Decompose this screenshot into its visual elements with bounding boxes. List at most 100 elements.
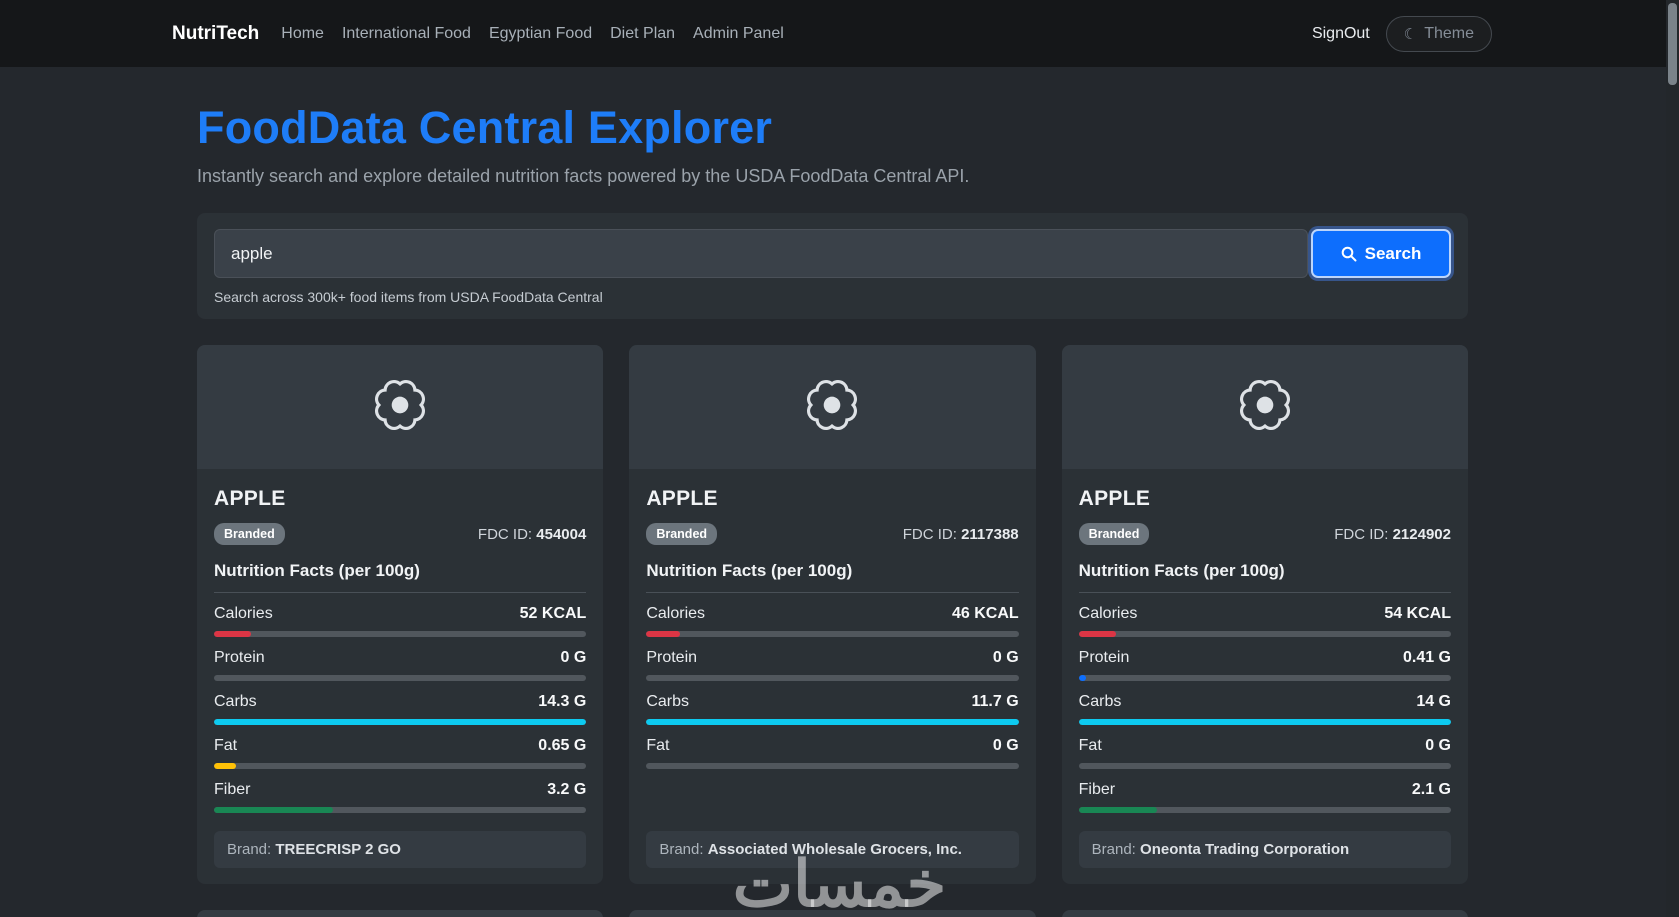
scrollbar-thumb[interactable]: [1668, 3, 1677, 85]
nav-link-admin-panel[interactable]: Admin Panel: [693, 24, 784, 42]
results-grid-row-2: [197, 910, 1468, 917]
progress-fill: [214, 631, 252, 637]
nutrient-row-carbs: Carbs 11.7 G: [646, 693, 1019, 725]
results-grid: APPLE Branded FDC ID: 454004 Nutrition F…: [197, 345, 1468, 884]
branded-badge: Branded: [1078, 523, 1150, 545]
theme-toggle-label: Theme: [1424, 24, 1474, 42]
progress-track: [1078, 675, 1451, 681]
brand-footer: Brand: TREECRISP 2 GO: [214, 831, 587, 868]
nutrition-facts-heading: Nutrition Facts (per 100g): [214, 561, 587, 593]
brand-footer: Brand: Oneonta Trading Corporation: [1078, 831, 1451, 868]
nutrient-label: Carbs: [646, 693, 690, 710]
branded-badge: Branded: [646, 523, 718, 545]
nutrient-label: Carbs: [214, 693, 257, 710]
nutrient-label: Carbs: [1078, 693, 1122, 710]
fdc-id: FDC ID: 2124902: [1334, 525, 1451, 543]
brand-label: Brand:: [659, 841, 704, 858]
navbar-left: NutriTech Home International Food Egypti…: [172, 23, 784, 45]
progress-fill: [1078, 807, 1157, 813]
nutrient-value: 54 KCAL: [1384, 605, 1451, 622]
food-image-placeholder: [197, 910, 604, 917]
nav-link-home[interactable]: Home: [281, 24, 324, 42]
food-image-placeholder: [629, 910, 1036, 917]
search-button-label: Search: [1364, 243, 1422, 263]
nutrient-value: 52 KCAL: [519, 605, 587, 622]
nutrient-row-fiber: Fiber 3.2 G: [214, 781, 587, 813]
progress-track: [1078, 719, 1451, 725]
branded-badge: Branded: [214, 523, 285, 545]
progress-fill: [646, 631, 680, 637]
progress-fill: [646, 719, 1019, 725]
food-card-body: APPLE Branded FDC ID: 2124902 Nutrition …: [1062, 469, 1468, 884]
nutrient-value: 0.65 G: [538, 737, 587, 754]
nutrient-label: Protein: [214, 649, 265, 666]
nutrient-row-protein: Protein 0 G: [646, 649, 1019, 681]
nutrient-value: 14.3 G: [538, 693, 587, 710]
fdc-id: FDC ID: 2117388: [902, 525, 1019, 543]
nutrient-value: 11.7 G: [971, 693, 1019, 710]
brand-name: Associated Wholesale Grocers, Inc.: [707, 841, 962, 858]
nutrient-label: Calories: [646, 605, 706, 622]
progress-track: [214, 631, 587, 637]
nutrient-row-carbs: Carbs 14 G: [1078, 693, 1451, 725]
food-meta-row: Branded FDC ID: 454004: [214, 523, 586, 545]
nutrition-facts-heading: Nutrition Facts (per 100g): [646, 561, 1019, 593]
food-card[interactable]: [629, 910, 1036, 917]
page-subtitle: Instantly search and explore detailed nu…: [197, 166, 970, 186]
nutrients-list: Calories 46 KCAL Protein 0 G Carbs 11.7 G: [646, 593, 1019, 769]
nutrient-label: Calories: [214, 605, 273, 622]
search-button[interactable]: Search: [1311, 229, 1451, 278]
nutrient-label: Protein: [1078, 649, 1130, 666]
nutrient-value: 0 G: [992, 649, 1019, 666]
brand-name: Oneonta Trading Corporation: [1140, 841, 1350, 858]
food-image-placeholder: [629, 345, 1036, 469]
nav-link-egyptian-food[interactable]: Egyptian Food: [488, 24, 593, 42]
nutrient-label: Fiber: [214, 781, 251, 798]
progress-track: [646, 675, 1019, 681]
navbar-right: SignOut ☾ Theme: [1311, 15, 1492, 52]
nav-link-international-food[interactable]: International Food: [341, 24, 471, 42]
progress-track: [646, 719, 1019, 725]
theme-toggle-button[interactable]: ☾ Theme: [1385, 15, 1492, 52]
brand-logo[interactable]: NutriTech: [172, 22, 260, 44]
nutrient-value: 0 G: [1425, 737, 1451, 754]
nav-links: Home International Food Egyptian Food Di…: [281, 25, 784, 43]
brand-name: TREECRISP 2 GO: [275, 841, 401, 858]
nutrient-row-fiber: Fiber 2.1 G: [1078, 781, 1451, 813]
nutrient-value: 46 KCAL: [951, 605, 1019, 622]
brand-label: Brand:: [1091, 841, 1136, 858]
search-row: Search: [214, 229, 1451, 278]
progress-fill: [1078, 719, 1451, 725]
nutrient-value: 14 G: [1416, 693, 1451, 710]
signout-link[interactable]: SignOut: [1311, 24, 1370, 42]
nutrient-row-protein: Protein 0 G: [214, 649, 587, 681]
nutrients-list: Calories 52 KCAL Protein 0 G Carbs 14.3 G: [214, 593, 587, 813]
brand-footer: Brand: Associated Wholesale Grocers, Inc…: [646, 831, 1019, 868]
food-placeholder-icon: [368, 373, 432, 442]
nutrient-label: Fat: [214, 737, 238, 754]
food-card-body: APPLE Branded FDC ID: 2117388 Nutrition …: [629, 469, 1035, 884]
food-card[interactable]: [197, 910, 604, 917]
food-card[interactable]: APPLE Branded FDC ID: 2124902 Nutrition …: [1061, 345, 1468, 884]
food-name: APPLE: [214, 487, 286, 510]
search-panel: Search Search across 300k+ food items fr…: [197, 213, 1468, 319]
progress-track: [1078, 631, 1451, 637]
food-card[interactable]: APPLE Branded FDC ID: 2117388 Nutrition …: [629, 345, 1036, 884]
nutrient-row-fat: Fat 0.65 G: [214, 737, 587, 769]
nutrient-value: 0 G: [560, 649, 587, 666]
food-name: APPLE: [1078, 487, 1151, 510]
food-card[interactable]: APPLE Branded FDC ID: 454004 Nutrition F…: [197, 345, 604, 884]
progress-track: [214, 807, 587, 813]
nav-link-diet-plan[interactable]: Diet Plan: [610, 24, 676, 42]
nutrients-list: Calories 54 KCAL Protein 0.41 G Carbs 14 G: [1078, 593, 1451, 813]
progress-track: [646, 763, 1019, 769]
search-input[interactable]: [214, 229, 1308, 278]
food-card[interactable]: [1061, 910, 1468, 917]
nutrient-value: 0 G: [992, 737, 1019, 754]
progress-fill: [1078, 675, 1087, 681]
nutrient-label: Fiber: [1078, 781, 1116, 798]
scrollbar[interactable]: [1666, 0, 1679, 917]
progress-track: [214, 763, 587, 769]
nutrient-label: Protein: [646, 649, 698, 666]
